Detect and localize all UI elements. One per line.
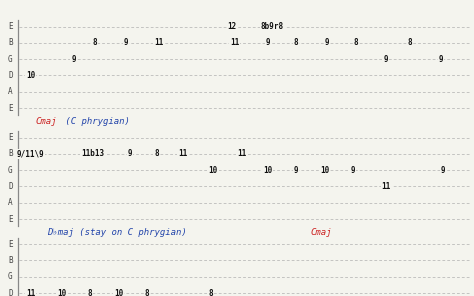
- Text: 9: 9: [71, 55, 76, 64]
- Text: Cmaj: Cmaj: [310, 228, 332, 237]
- Text: 11: 11: [230, 38, 239, 47]
- Text: 8b9r8: 8b9r8: [261, 22, 284, 31]
- Text: 9/11\9: 9/11\9: [17, 149, 45, 158]
- Text: 11: 11: [26, 289, 36, 296]
- Text: 10: 10: [114, 289, 123, 296]
- Text: E: E: [8, 22, 13, 31]
- Text: 10: 10: [57, 289, 66, 296]
- Text: 8: 8: [408, 38, 412, 47]
- Text: 9: 9: [294, 166, 299, 175]
- Text: 8: 8: [88, 289, 92, 296]
- Text: E: E: [8, 104, 13, 112]
- Text: 11: 11: [154, 38, 164, 47]
- Text: 11: 11: [382, 182, 391, 191]
- Text: G: G: [8, 272, 13, 281]
- Text: 9: 9: [265, 38, 270, 47]
- Text: 8: 8: [353, 38, 358, 47]
- Text: 8: 8: [294, 38, 299, 47]
- Text: D: D: [8, 71, 13, 80]
- Text: 9: 9: [128, 149, 133, 158]
- Text: A: A: [8, 198, 13, 207]
- Text: D: D: [8, 289, 13, 296]
- Text: Cmaj: Cmaj: [36, 117, 57, 126]
- Text: G: G: [8, 55, 13, 64]
- Text: 8: 8: [145, 289, 149, 296]
- Text: B: B: [8, 149, 13, 158]
- Text: 10: 10: [209, 166, 218, 175]
- Text: E: E: [8, 215, 13, 223]
- Text: E: E: [8, 240, 13, 249]
- Text: D: D: [8, 182, 13, 191]
- Text: 9: 9: [351, 166, 356, 175]
- Text: 8: 8: [154, 149, 159, 158]
- Text: 12: 12: [228, 22, 237, 31]
- Text: A: A: [8, 87, 13, 96]
- Text: 9: 9: [384, 55, 389, 64]
- Text: 10: 10: [26, 71, 36, 80]
- Text: E: E: [8, 133, 13, 142]
- Text: B: B: [8, 38, 13, 47]
- Text: 9: 9: [441, 166, 446, 175]
- Text: 11: 11: [237, 149, 246, 158]
- Text: 9: 9: [438, 55, 443, 64]
- Text: 8: 8: [209, 289, 213, 296]
- Text: D♭maj (stay on C phrygian): D♭maj (stay on C phrygian): [47, 228, 187, 237]
- Text: 9: 9: [123, 38, 128, 47]
- Text: 10: 10: [263, 166, 273, 175]
- Text: (C phrygian): (C phrygian): [60, 117, 130, 126]
- Text: 10: 10: [320, 166, 329, 175]
- Text: 8: 8: [92, 38, 97, 47]
- Text: 11b13: 11b13: [81, 149, 104, 158]
- Text: 11: 11: [178, 149, 187, 158]
- Text: G: G: [8, 166, 13, 175]
- Text: B: B: [8, 256, 13, 265]
- Text: 9: 9: [325, 38, 329, 47]
